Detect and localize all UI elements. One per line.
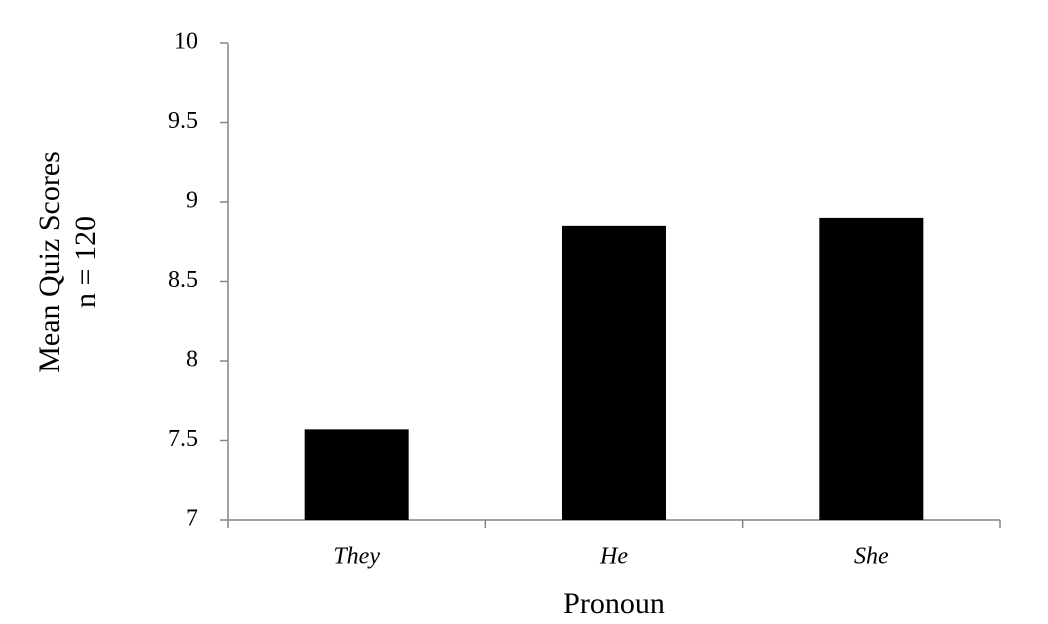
y-tick-label: 9 [186,188,198,214]
bar [304,429,409,520]
y-tick-label: 7.5 [168,426,198,452]
y-tick-label: 8 [186,347,198,373]
y-tick-label: 8.5 [168,267,198,293]
y-axis-subtitle: n = 120 [69,216,102,308]
x-tick-label: She [854,544,889,570]
y-tick-label: 7 [186,506,198,532]
bar [562,225,666,520]
y-axis-title: Mean Quiz Scores [33,151,66,373]
y-tick-label: 9.5 [168,108,198,134]
y-tick-label: 10 [174,29,198,55]
bar [819,217,924,520]
x-tick-label: They [333,544,380,570]
x-axis-title: Pronoun [563,587,665,620]
x-tick-label: He [599,544,628,570]
